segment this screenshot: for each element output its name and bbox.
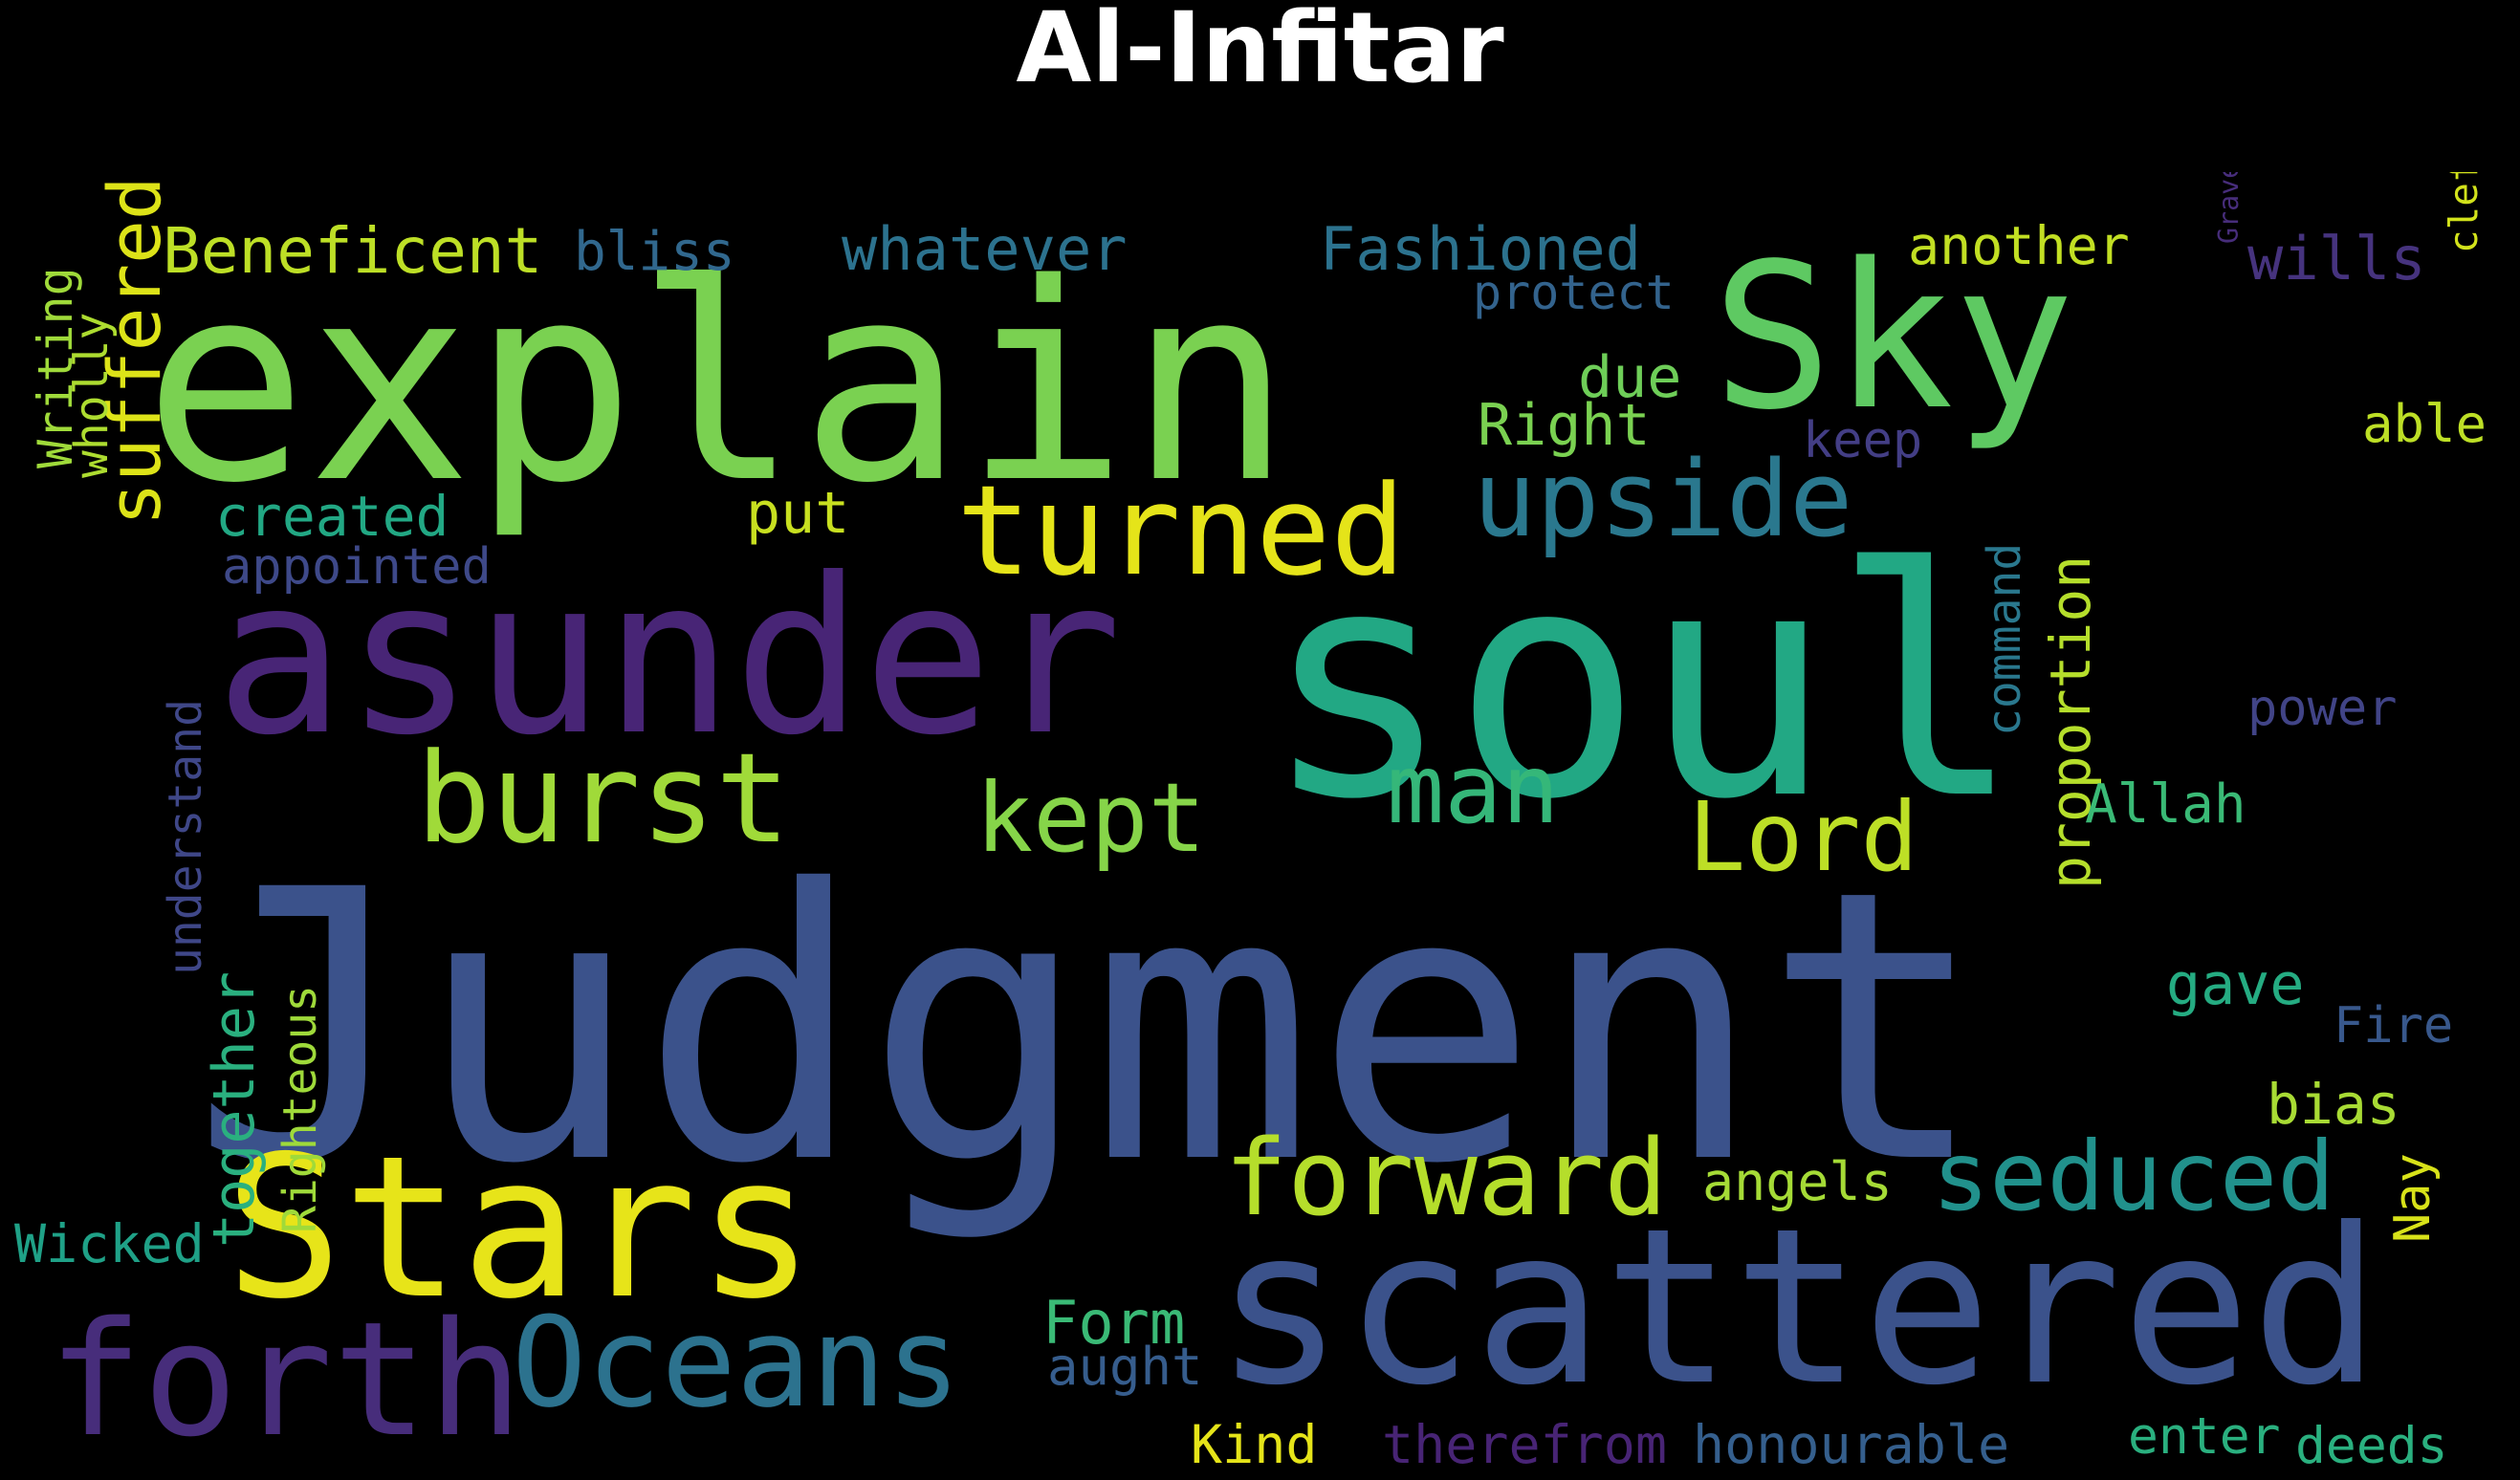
word-man: man xyxy=(1387,733,1560,845)
word-due: due xyxy=(1578,344,1681,411)
word-burst: burst xyxy=(416,726,790,871)
word-lord: Lord xyxy=(1688,781,1918,893)
word-understand: understand xyxy=(159,699,212,975)
word-suffered: suffered xyxy=(93,176,177,526)
word-angels: angels xyxy=(1702,1151,1893,1212)
word-right: Right xyxy=(1478,392,1651,459)
word-another: another xyxy=(1908,215,2130,276)
word-created: created xyxy=(215,484,449,549)
word-soul: soul xyxy=(1262,501,2023,868)
word-bias: bias xyxy=(2267,1072,2400,1137)
word-protect: protect xyxy=(1473,265,1675,320)
word-cleft: cleft xyxy=(2441,172,2487,253)
page-title: Al-Infitar xyxy=(1016,0,1504,105)
word-wills: wills xyxy=(2247,224,2426,294)
word-bliss: bliss xyxy=(574,221,735,283)
word-kept: kept xyxy=(975,762,1206,874)
word-righteous: Righteous xyxy=(274,985,327,1233)
word-oceans: Oceans xyxy=(512,1290,961,1435)
word-allah: Allah xyxy=(2085,773,2246,836)
word-aught: aught xyxy=(1047,1337,1203,1397)
word-command: command xyxy=(1978,543,2031,736)
word-cloud: Judgment explain soul asunder scattered Sky cl… xyxy=(0,172,2520,1480)
word-proportion: proportion xyxy=(2038,555,2103,889)
word-whatever: whatever xyxy=(842,214,1128,284)
word-forth: forth xyxy=(48,1288,523,1471)
word-stars: Stars xyxy=(225,1115,815,1342)
word-deeds: deeds xyxy=(2295,1417,2448,1475)
word-graves: Graves xyxy=(2213,172,2245,244)
word-appointed: appointed xyxy=(222,538,492,596)
word-power: power xyxy=(2247,680,2398,737)
word-kind: Kind xyxy=(1191,1414,1317,1475)
word-upside: upside xyxy=(1473,438,1852,560)
word-asunder: asunder xyxy=(215,533,1122,783)
word-enter: enter xyxy=(2128,1407,2281,1466)
word-scattered: scattered xyxy=(1215,1183,2380,1433)
word-seduced: seduced xyxy=(1932,1121,2334,1232)
word-keep: keep xyxy=(1803,412,1922,469)
word-wholly: wholly xyxy=(65,313,119,478)
word-gave: gave xyxy=(2166,951,2305,1018)
word-forward: forward xyxy=(1224,1117,1668,1239)
word-turned: turned xyxy=(956,458,1406,603)
word-therefrom: therefrom xyxy=(1382,1414,1667,1475)
word-honourable: honourable xyxy=(1693,1414,2009,1475)
word-together: together xyxy=(201,971,268,1248)
word-wicked: Wicked xyxy=(14,1213,205,1274)
word-explain: explain xyxy=(143,226,1292,543)
word-judgment: Judgment xyxy=(191,811,1987,1245)
word-writing: Writing xyxy=(28,267,83,468)
word-sky: Sky xyxy=(1712,220,2074,454)
word-fashioned: Fashioned xyxy=(1320,214,1641,284)
word-put: put xyxy=(746,480,849,547)
word-beneficent: Beneficent xyxy=(163,214,542,288)
word-nay: Nay xyxy=(2384,1153,2442,1243)
word-form: Form xyxy=(1042,1288,1185,1358)
word-fire: Fire xyxy=(2334,997,2453,1055)
word-able: able xyxy=(2362,394,2487,454)
